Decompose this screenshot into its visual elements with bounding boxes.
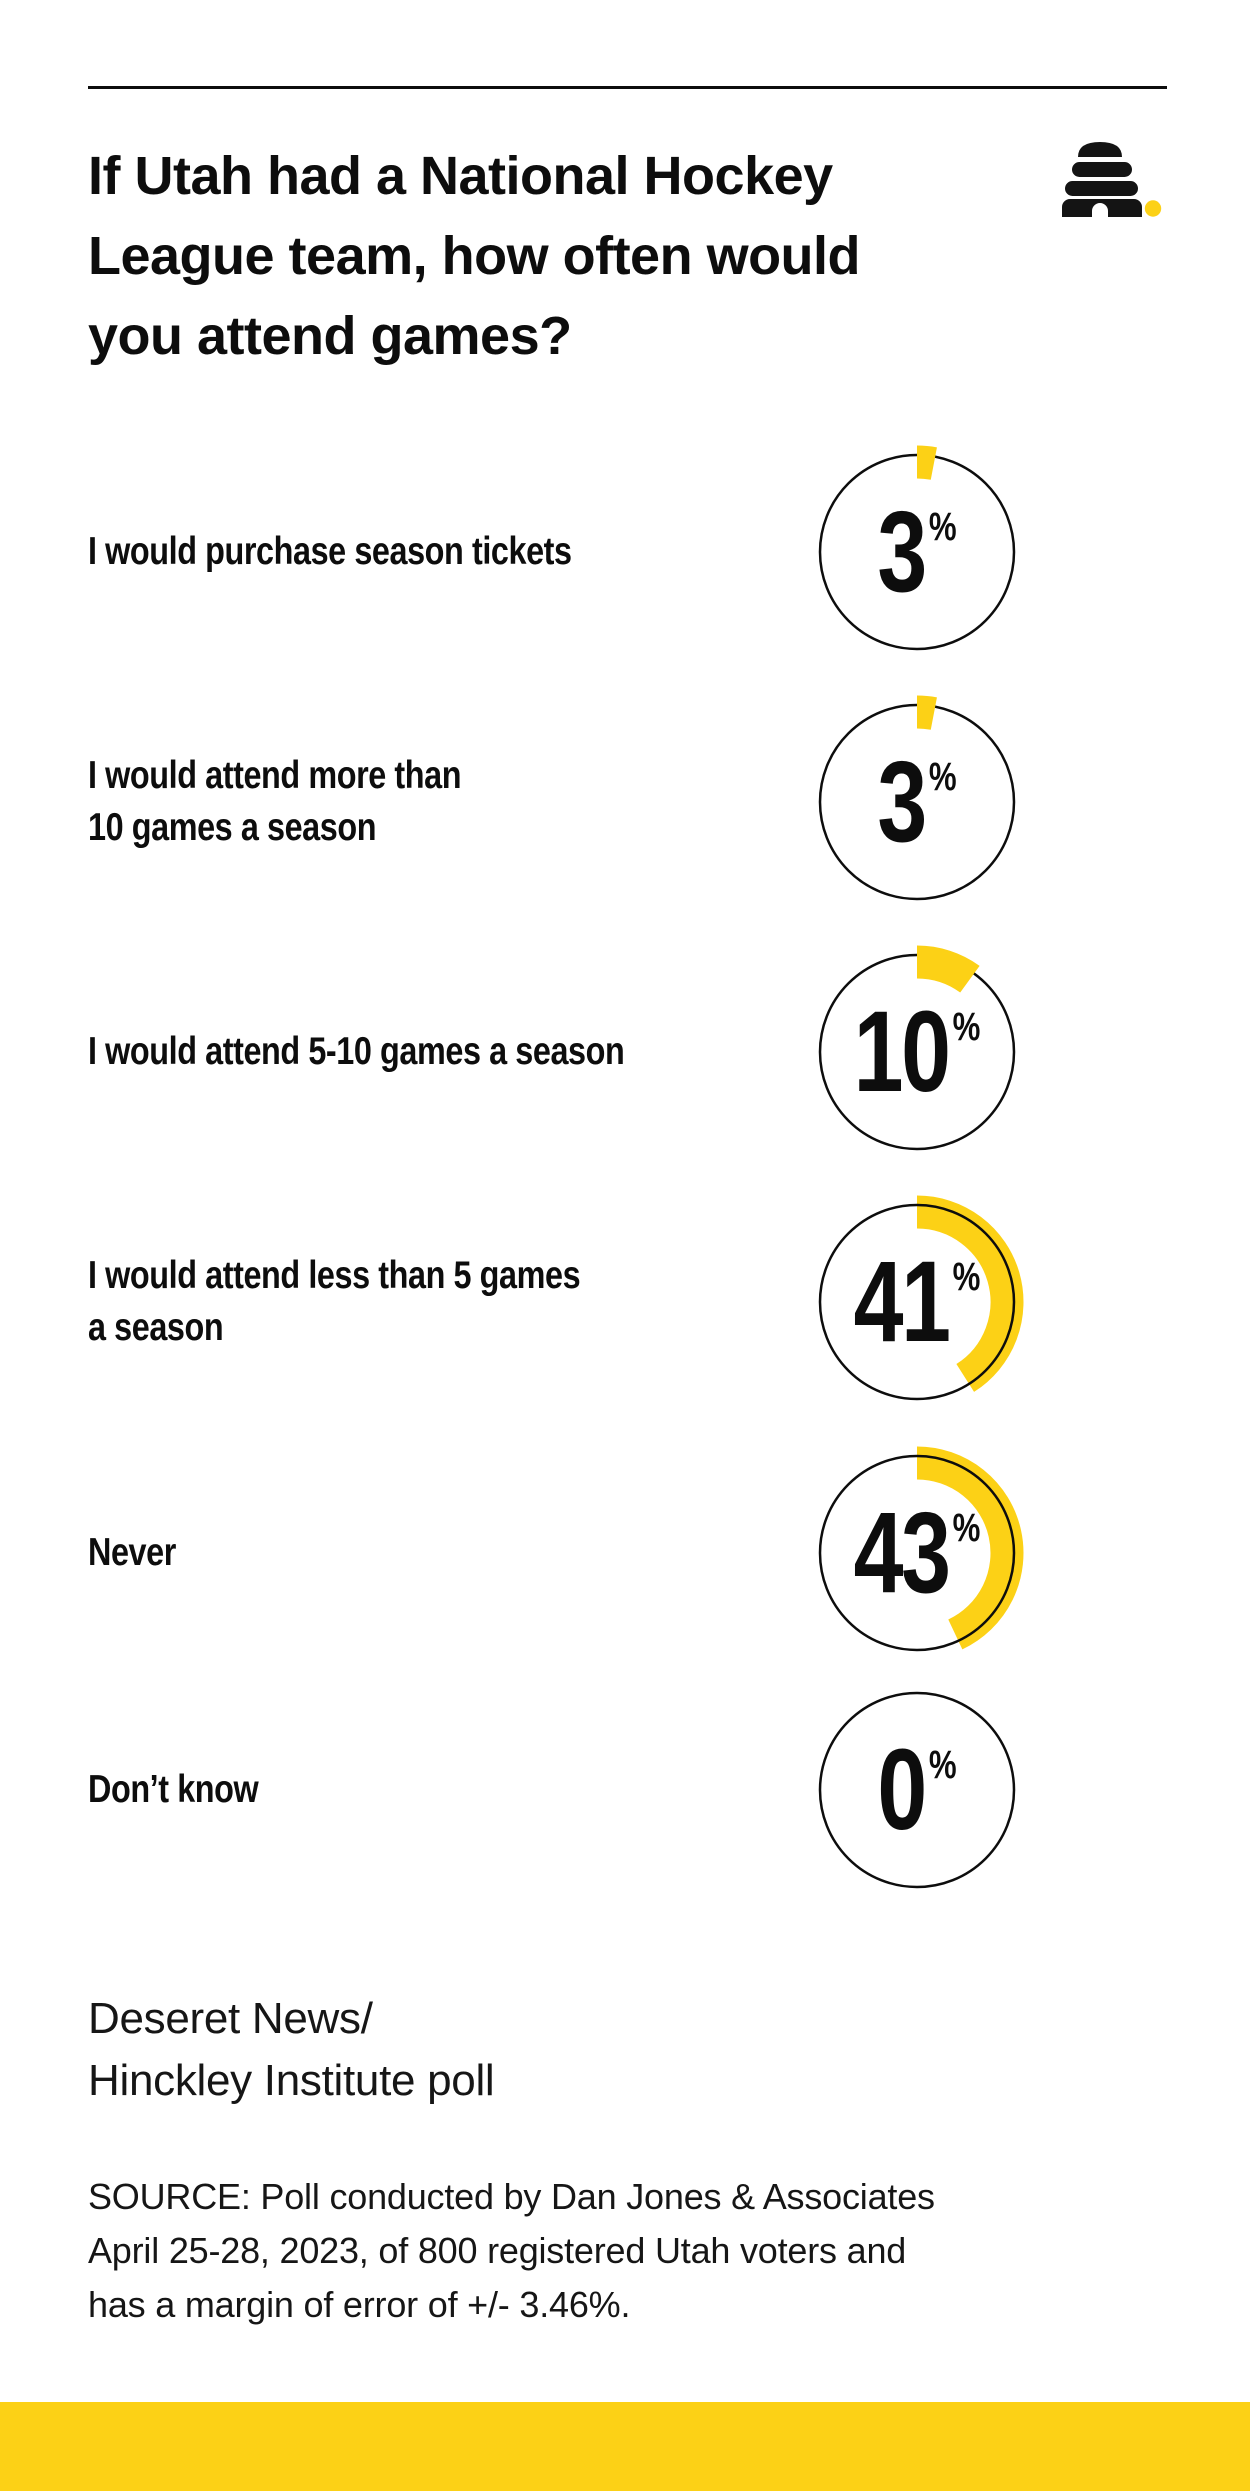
percent-sign: %: [928, 1743, 957, 1787]
gauge: 41%: [802, 1187, 1032, 1417]
deseret-news-beehive-logo: [1062, 142, 1162, 217]
gauge-ring: [818, 953, 1016, 1151]
gauge: 3%: [802, 687, 1032, 917]
poll-answer-row: I would attend less than 5 games a season…: [88, 1187, 1162, 1417]
poll-answer-row: Never 43%: [88, 1438, 1162, 1668]
percent-sign: %: [952, 1005, 981, 1049]
gauge-arc: [916, 1195, 1024, 1392]
percent-sign: %: [928, 755, 957, 799]
gauge-value: 43%: [827, 1438, 1006, 1668]
donut-gauge-chart: [818, 445, 1016, 651]
value-number: 41: [853, 1237, 951, 1366]
gauge-value: 0%: [827, 1675, 1006, 1905]
gauge: 10%: [802, 937, 1032, 1167]
footer-accent-bar: [0, 2402, 1250, 2491]
top-divider-rule: [88, 86, 1167, 89]
percent-sign: %: [952, 1255, 981, 1299]
gauge-value: 3%: [827, 437, 1006, 667]
value-number: 3: [877, 487, 927, 616]
donut-gauge-chart: [818, 695, 1016, 901]
beehive-icon: [1062, 142, 1142, 217]
donut-gauge-chart: [818, 1446, 1024, 1652]
value-number: 3: [877, 737, 927, 866]
answer-label: I would purchase season tickets: [88, 530, 572, 573]
gauge-ring: [818, 1454, 1016, 1652]
value-number: 43: [853, 1488, 951, 1617]
page-title: If Utah had a National Hockey League team…: [88, 146, 861, 366]
gauge-ring: [818, 1203, 1016, 1401]
gauge: 0%: [802, 1675, 1032, 1905]
gauge-arc: [916, 695, 937, 730]
attribution-text: Deseret News/Hinckley Institute poll: [88, 1994, 495, 2105]
gauge-value: 10%: [827, 937, 1006, 1167]
gauge-value: 41%: [827, 1187, 1006, 1417]
poll-answer-row: Don’t know 0%: [88, 1675, 1162, 1905]
answer-label: I would attend more than 10 games a seaso…: [88, 754, 462, 849]
donut-gauge-chart: [818, 1691, 1016, 1889]
gauge-ring: [818, 1691, 1016, 1889]
poll-answer-row: I would attend 5-10 games a season 10%: [88, 937, 1162, 1167]
poll-answer-row: I would attend more than 10 games a seaso…: [88, 687, 1162, 917]
answer-label: I would attend less than 5 games a season: [88, 1254, 581, 1349]
gauge-arc: [916, 1446, 1024, 1650]
donut-gauge-chart: [818, 1195, 1024, 1401]
answer-label: Don’t know: [88, 1768, 259, 1811]
percent-sign: %: [928, 505, 957, 549]
logo-yellow-dot: [1144, 200, 1162, 217]
source-note: SOURCE: Poll conducted by Dan Jones & As…: [88, 2176, 935, 2325]
poll-answer-row: I would purchase season tickets 3%: [88, 437, 1162, 667]
gauge-arc: [916, 445, 937, 480]
gauge: 3%: [802, 437, 1032, 667]
answer-label: I would attend 5-10 games a season: [88, 1030, 625, 1073]
donut-gauge-chart: [818, 945, 1016, 1151]
value-number: 10: [853, 987, 951, 1116]
value-number: 0: [877, 1725, 927, 1854]
gauge: 43%: [802, 1438, 1032, 1668]
gauge-arc: [916, 945, 980, 993]
answer-label: Never: [88, 1531, 176, 1574]
percent-sign: %: [952, 1506, 981, 1550]
gauge-value: 3%: [827, 687, 1006, 917]
